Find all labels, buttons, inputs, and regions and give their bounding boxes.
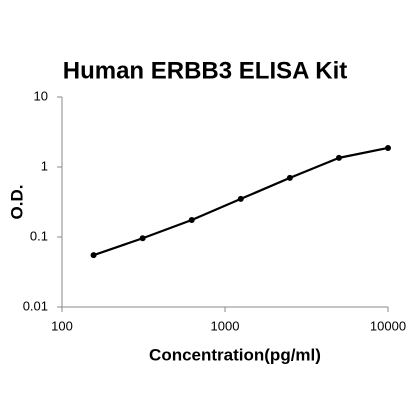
marker: [335, 154, 342, 161]
marker: [90, 252, 97, 259]
x-tick-label: 1000: [211, 318, 240, 333]
marker: [385, 144, 391, 151]
y-tick-label: 10: [34, 88, 48, 103]
y-tick-label: 0.01: [23, 298, 48, 313]
marker: [139, 235, 146, 242]
x-tick-label: 10000: [370, 318, 406, 333]
marker: [188, 216, 195, 223]
marker: [237, 195, 244, 202]
y-tick-label: 0.1: [30, 228, 48, 243]
x-axis-label: Concentration(pg/ml): [149, 345, 321, 364]
y-axis-label: O.D.: [7, 185, 26, 220]
y-tick-label: 1: [41, 158, 48, 173]
chart-title: Human ERBB3 ELISA Kit: [63, 57, 347, 84]
marker: [286, 174, 293, 181]
x-tick-label: 100: [51, 318, 73, 333]
